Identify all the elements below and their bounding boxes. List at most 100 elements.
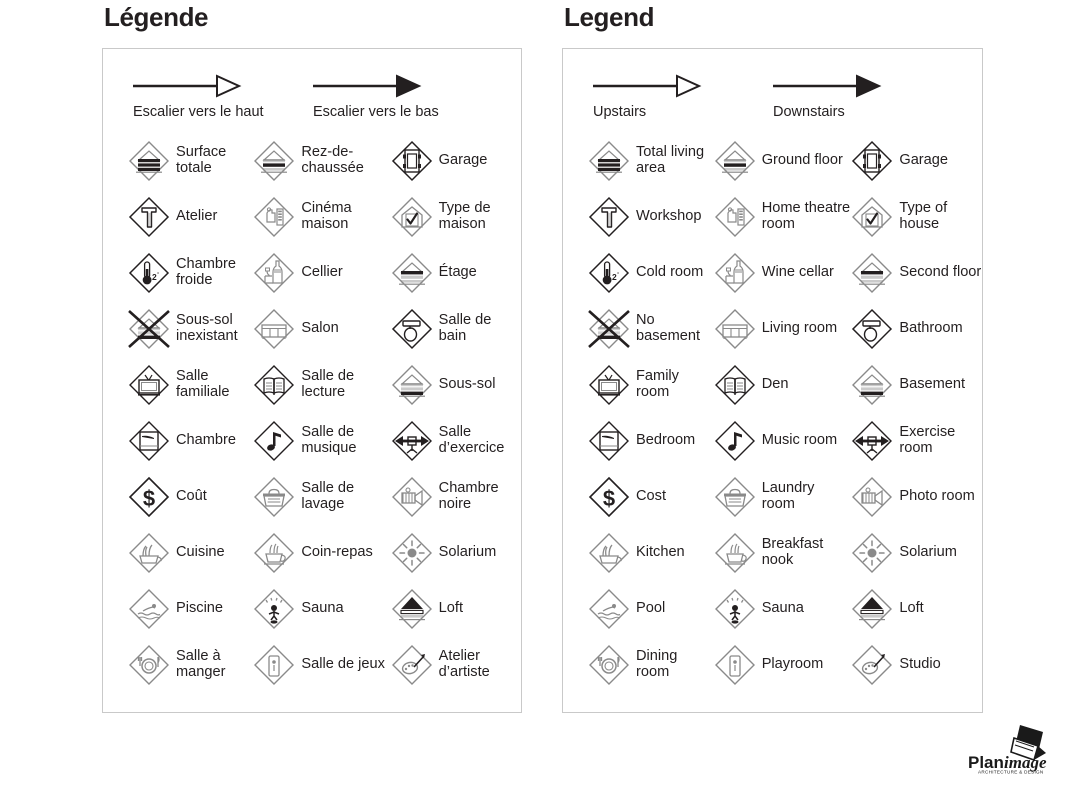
legend-entry: Rez-de-chaussée [252, 133, 389, 189]
svg-text:2: 2 [612, 272, 617, 282]
legend-entry-label: Loft [899, 600, 924, 617]
stairs-label: Upstairs [593, 104, 647, 120]
house-check-icon [390, 195, 434, 239]
legend-entry: Studio [850, 637, 982, 693]
hammer-icon [127, 195, 171, 239]
legend-entry: Living room [713, 301, 851, 357]
legend-entry-label: Home theatre room [761, 200, 851, 232]
television-icon [127, 363, 171, 407]
legend-entry: Bedroom [563, 413, 713, 469]
loft-icon [390, 587, 434, 631]
legend-entry-label: Cinéma maison [301, 200, 352, 232]
legend-entry-label: Studio [899, 656, 941, 673]
legend-entry-label: Chambre froide [176, 256, 237, 288]
thermometer-icon: 2 ° [587, 251, 631, 295]
legend-entry-label: Cuisine [176, 544, 225, 561]
legend-entry: Sous-sol [390, 357, 521, 413]
legend-entry-label: Coin-repas [301, 544, 373, 561]
legend-entry: Basement [850, 357, 982, 413]
legend-panel-french: Escalier vers le haut Escalier vers le ba… [102, 48, 522, 713]
legend-entry-label: Workshop [636, 208, 702, 225]
legend-row: Family room Den Basement [563, 357, 982, 413]
legend-entry: Solarium [850, 525, 982, 581]
svg-text:°: ° [157, 272, 159, 278]
legend-entry: Playroom [713, 637, 851, 693]
legend-entry: $ Cost [563, 469, 713, 525]
legend-entry: Family room [563, 357, 713, 413]
legend-entry-label: Total living area [636, 144, 705, 176]
arrow-solid-right-icon [769, 71, 951, 101]
legend-entry: Kitchen [563, 525, 713, 581]
legend-entry-label: Piscine [176, 600, 224, 617]
legend-entry-label: Cellier [301, 264, 343, 281]
pot-icon [127, 531, 171, 575]
legend-entry: Workshop [563, 189, 713, 245]
legend-entry: Piscine [103, 581, 252, 637]
legend-entry-label: Salle de lavage [301, 480, 355, 512]
legend-row: Sous-sol inexistant Salon Salle de bain [103, 301, 521, 357]
legend-entry: Sauna [713, 581, 851, 637]
legend-entry: Total living area [563, 133, 713, 189]
arrow-hollow-right-icon [589, 71, 771, 101]
hammer-icon [587, 195, 631, 239]
legend-entry: Étage [390, 245, 521, 301]
legend-entry-label: Exercise room [899, 424, 956, 456]
legend-entry-label: Pool [636, 600, 666, 617]
home-theatre-icon [713, 195, 757, 239]
legend-row: No basement Living room Bathroom [563, 301, 982, 357]
ground-floor-icon [713, 139, 757, 183]
cup-icon [713, 531, 757, 575]
legend-entry: Photo room [850, 469, 982, 525]
legend-entry: Second floor [850, 245, 982, 301]
legend-entry: Loft [390, 581, 521, 637]
legend-entry: Exercise room [850, 413, 982, 469]
page-title-english: Legend [564, 2, 655, 32]
basement-icon [390, 363, 434, 407]
legend-entry-label: Kitchen [636, 544, 685, 561]
toilet-icon [390, 307, 434, 351]
legend-entry: Salle de lavage [252, 469, 389, 525]
legend-row: $ Coût Salle de lavage Chambre noire [103, 469, 521, 525]
legend-entry: Salle de bain [390, 301, 521, 357]
legend-entry-label: Dining room [636, 648, 678, 680]
stairs-up-entry: Upstairs [589, 71, 771, 121]
legend-entry: Salle familiale [103, 357, 252, 413]
stairs-down-entry: Escalier vers le bas [309, 71, 491, 121]
total-area-icon [587, 139, 631, 183]
legend-entry-label: Cost [636, 488, 667, 505]
legend-entry: Laundry room [713, 469, 851, 525]
legend-entry-label: Sauna [301, 600, 344, 617]
legend-entry: Type of house [850, 189, 982, 245]
total-area-icon [127, 139, 171, 183]
legend-entry: Ground floor [713, 133, 851, 189]
legend-entry-label: Sauna [761, 600, 804, 617]
arrow-hollow-right-icon [129, 71, 311, 101]
legend-entry: Chambre [103, 413, 252, 469]
legend-entry-label: Atelier d’artiste [438, 648, 490, 680]
legend-entry-label: Cold room [636, 264, 704, 281]
legend-entry-label: Sous-sol inexistant [176, 312, 238, 344]
garage-icon [390, 139, 434, 183]
legend-entry: Cellier [252, 245, 389, 301]
legend-entry: Type de maison [390, 189, 521, 245]
legend-entry: Surface totale [103, 133, 252, 189]
legend-entry-label: Bedroom [636, 432, 696, 449]
legend-entry: Atelier d’artiste [390, 637, 521, 693]
legend-entry-label: Solarium [899, 544, 957, 561]
planimage-logo: Plan image ARCHITECTURE & DESIGN [964, 722, 1072, 774]
dollar-icon: $ [587, 475, 631, 519]
pool-icon [587, 587, 631, 631]
playroom-icon [713, 643, 757, 687]
svg-text:2: 2 [152, 272, 157, 282]
legend-row: Kitchen Breakfast nook Solarium [563, 525, 982, 581]
legend-entry-label: Ground floor [761, 152, 843, 169]
bed-icon [587, 419, 631, 463]
studio-icon [850, 643, 894, 687]
stairs-up-entry: Escalier vers le haut [129, 71, 311, 121]
legend-grid: Total living area Ground floor Garage Works… [563, 133, 982, 693]
legend-entry: Music room [713, 413, 851, 469]
legend-entry: Cinéma maison [252, 189, 389, 245]
legend-entry-label: Garage [899, 152, 949, 169]
legend-row: Surface totale Rez-de-chaussée Garage [103, 133, 521, 189]
second-floor-icon [850, 251, 894, 295]
